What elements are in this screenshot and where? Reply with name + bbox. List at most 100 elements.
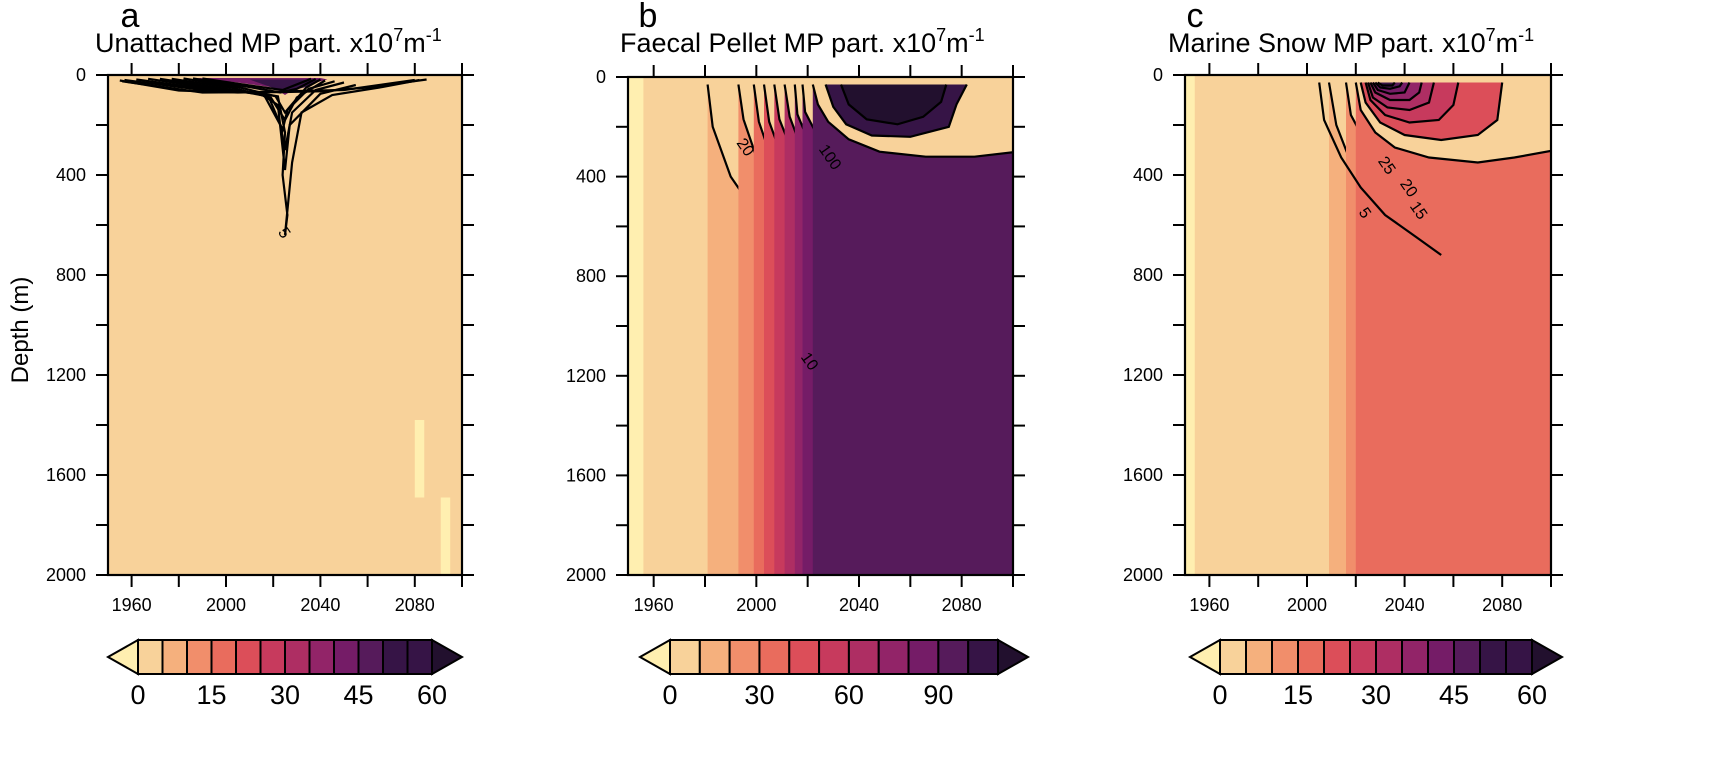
y-tick-label: 1200 <box>566 366 606 386</box>
y-tick-label: 1600 <box>1123 465 1163 485</box>
panel-letter: b <box>639 0 658 35</box>
colorbar-cell <box>1245 639 1273 675</box>
contour-line <box>811 84 1013 158</box>
x-tick-label: 2000 <box>1287 595 1327 615</box>
y-tick-label: 1200 <box>1123 365 1163 385</box>
colorbar-cell <box>1297 639 1325 675</box>
y-tick-label: 800 <box>1133 265 1163 285</box>
contour-line <box>183 77 321 115</box>
title-unit: m <box>1496 28 1519 58</box>
contour-line <box>1318 82 1442 256</box>
colorbar-cell <box>907 639 940 675</box>
colorbar-tick-label: 45 <box>343 680 373 710</box>
x-tick-label: 2080 <box>942 595 982 615</box>
title-unit-exponent: -1 <box>1518 25 1534 45</box>
colorbar-tick-label: 60 <box>834 680 864 710</box>
title-exponent: 7 <box>393 25 403 45</box>
plot-area <box>1185 75 1551 575</box>
colorbar: 0 15 30 45 60 <box>1187 638 1565 710</box>
x-tick-label: 2040 <box>839 595 879 615</box>
colorbar-tick-label: 60 <box>417 680 447 710</box>
contour-line <box>1364 82 1460 124</box>
contour-line <box>839 84 948 126</box>
contour-line <box>1366 82 1435 112</box>
y-tick-label: 1200 <box>46 365 86 385</box>
colorbar-cell <box>406 639 433 675</box>
plot-area <box>108 75 462 575</box>
title-unit-exponent: -1 <box>426 25 442 45</box>
colorbar-cell <box>1479 639 1507 675</box>
contour-line <box>824 83 968 138</box>
colorbar-cell <box>1401 639 1429 675</box>
colorbar: 0 30 60 90 <box>637 638 1031 710</box>
low-value-strip <box>1185 75 1195 575</box>
colorbar-tick-label: 0 <box>662 680 677 710</box>
colorbar-cell <box>937 639 970 675</box>
x-tick-label: 2000 <box>736 595 776 615</box>
colorbar-low-extend <box>105 638 139 676</box>
x-tick-label: 2040 <box>300 595 340 615</box>
colorbar-cell <box>1375 639 1403 675</box>
plot-area <box>628 77 1013 575</box>
low-value-strip <box>414 420 425 498</box>
colorbar-high-extend <box>1531 638 1565 676</box>
y-tick-label: 800 <box>576 266 606 286</box>
colorbar-high-extend <box>431 638 465 676</box>
colorbar-cell <box>758 639 791 675</box>
colorbar-cell <box>818 639 850 675</box>
colorbar-low-extend <box>1187 638 1221 676</box>
contour-line <box>202 77 312 92</box>
contour-line <box>159 77 335 134</box>
colorbar-cell <box>1323 639 1351 675</box>
title-text: Faecal Pellet MP part. x10 <box>620 28 936 58</box>
title-text: Marine Snow MP part. x10 <box>1168 28 1486 58</box>
field-background <box>108 75 462 575</box>
colorbar-cell <box>728 639 761 675</box>
y-tick-label: 400 <box>56 165 86 185</box>
colorbar-cell <box>1453 639 1481 675</box>
colorbar-tick-label: 30 <box>744 680 774 710</box>
colorbar-cell <box>333 639 360 675</box>
contour-line <box>1369 82 1423 102</box>
colorbar-cell <box>847 639 880 675</box>
colorbar-tick-label: 60 <box>1517 680 1547 710</box>
contour-line <box>1377 81 1396 87</box>
y-tick-label: 400 <box>1133 165 1163 185</box>
colorbar-cell <box>186 639 213 675</box>
contour-line <box>1359 82 1504 142</box>
panel-title: Faecal Pellet MP part. x107m-1 <box>620 25 985 58</box>
y-tick-label: 2000 <box>1123 565 1163 585</box>
colorbar-tick-label: 30 <box>270 680 300 710</box>
contour-band <box>812 84 1013 575</box>
colorbar-tick-label: 15 <box>196 680 226 710</box>
contour-line <box>1374 81 1404 90</box>
colorbar-high-extend <box>997 638 1031 676</box>
x-tick-label: 1960 <box>1189 595 1229 615</box>
contour-line <box>280 78 415 93</box>
colorbar-cell <box>284 639 311 675</box>
panel-title: Unattached MP part. x107m-1 <box>95 25 442 58</box>
colorbar-cell <box>357 639 384 675</box>
y-tick-label: 1600 <box>566 465 606 485</box>
contour-band <box>1355 82 1551 575</box>
colorbar-cell <box>382 639 409 675</box>
title-text: Unattached MP part. x10 <box>95 28 393 58</box>
colorbar: 0 15 30 45 60 <box>105 638 465 710</box>
colorbar-cell <box>1349 639 1377 675</box>
colorbar-cell <box>137 639 164 675</box>
colorbar-cell <box>698 639 731 675</box>
y-tick-label: 2000 <box>46 565 86 585</box>
y-tick-label: 1600 <box>46 465 86 485</box>
y-axis-label: Depth (m) <box>7 277 34 384</box>
x-tick-label: 2080 <box>395 595 435 615</box>
title-unit: m <box>946 28 969 58</box>
colorbar-cell <box>1505 639 1533 675</box>
x-tick-label: 1960 <box>112 595 152 615</box>
colorbar-cell <box>161 639 188 675</box>
low-value-strip <box>628 77 644 575</box>
colorbar-tick-label: 15 <box>1283 680 1313 710</box>
colorbar-tick-label: 90 <box>923 680 953 710</box>
